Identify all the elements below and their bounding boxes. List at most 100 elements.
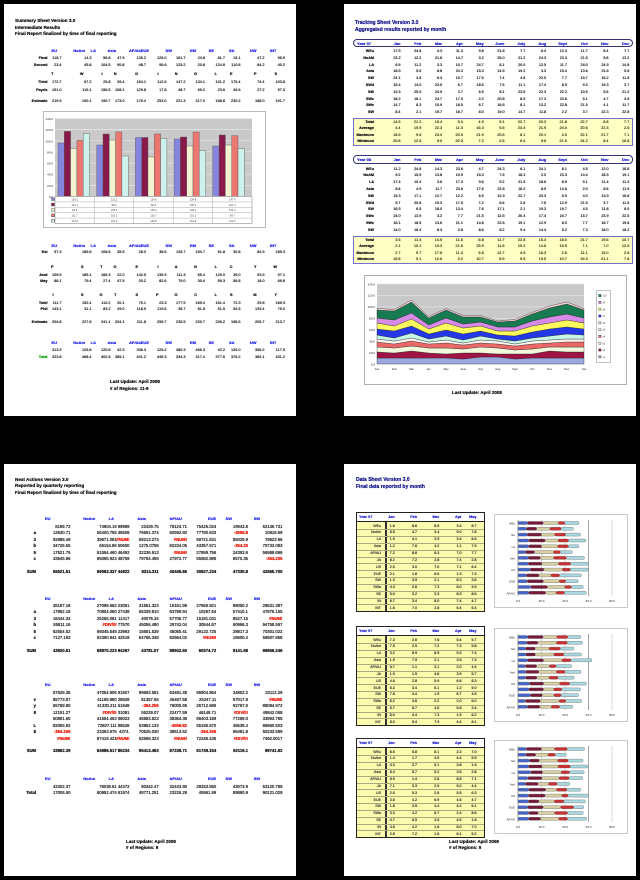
svg-text:80.0: 80.0 [609,713,615,717]
svg-text:60.0: 60.0 [586,599,592,603]
svg-text:Jan: Jan [582,367,587,371]
svg-text:s6: s6 [603,322,606,325]
svg-text:80.0: 80.0 [47,150,53,154]
svg-text:120.0: 120.0 [45,128,53,132]
svg-text:US: US [511,568,515,572]
svg-text:40.0: 40.0 [47,173,53,177]
svg-text:82.6: 82.6 [151,203,157,207]
svg-text:100.0: 100.0 [45,139,53,143]
svg-text:112.0: 112.0 [229,219,236,223]
svg-text:20.0: 20.0 [539,599,545,603]
svg-text:LA: LA [512,659,516,663]
svg-text:20.0: 20.0 [369,351,375,355]
svg-text:126.8: 126.8 [150,219,157,223]
svg-text:Oct: Oct [530,367,535,371]
svg-text:80.0: 80.0 [609,825,615,829]
svg-text:NA: NA [511,533,515,537]
svg-text:101.4: 101.4 [229,203,236,207]
svg-text:LA: LA [512,771,516,775]
svg-text:s2: s2 [603,349,606,352]
svg-text:Apr: Apr [427,367,431,371]
svg-text:Nov: Nov [547,367,553,371]
svg-text:132.4: 132.4 [229,208,236,212]
svg-text:s1: s1 [603,356,606,359]
svg-text:140.0: 140.0 [45,117,53,121]
svg-text:s5: s5 [603,329,606,332]
svg-text:AsA: AsA [510,556,515,560]
svg-text:80.0: 80.0 [609,599,615,603]
svg-text:s9: s9 [603,302,606,305]
svg-text:124.9: 124.9 [71,219,78,223]
svg-text:0.0: 0.0 [516,713,521,717]
svg-text:s8: s8 [603,308,606,311]
svg-text:100.0: 100.0 [367,305,375,309]
svg-text:AsA: AsA [510,670,515,674]
svg-text:AP/AU: AP/AU [507,591,515,595]
svg-text:151.8: 151.8 [190,219,197,223]
svg-text:s3: s3 [603,342,606,345]
svg-text:LA: LA [512,545,516,549]
svg-text:June: June [460,367,467,371]
svg-text:s4: s4 [603,336,606,339]
svg-text:159.2: 159.2 [71,197,78,201]
svg-text:147.4: 147.4 [229,197,236,201]
svg-text:105.2: 105.2 [190,203,197,207]
svg-text:Jan: Jan [375,367,380,371]
svg-text:60.0: 60.0 [586,825,592,829]
svg-text:EUE: EUE [509,694,515,698]
svg-text:US: US [511,682,515,686]
svg-text:99.7: 99.7 [230,214,236,218]
svg-text:NA: NA [511,759,515,763]
svg-text:July: July [478,367,484,371]
svg-text:s10: s10 [603,295,608,298]
svg-text:WEu: WEu [509,522,516,526]
svg-text:40.0: 40.0 [562,599,568,603]
svg-text:140.0: 140.0 [367,282,375,286]
svg-text:150.1: 150.1 [150,208,157,212]
svg-text:60.0: 60.0 [586,713,592,717]
svg-text:WEu: WEu [509,636,516,640]
svg-text:s7: s7 [603,315,606,318]
svg-text:101.2: 101.2 [190,214,197,218]
svg-text:60.0: 60.0 [369,328,375,332]
svg-text:101.0: 101.0 [111,219,118,223]
svg-text:155.4: 155.4 [111,208,118,212]
svg-text:60.0: 60.0 [47,162,53,166]
svg-text:116.7: 116.7 [150,214,157,218]
svg-text:124.6: 124.6 [150,197,157,201]
svg-text:98.3: 98.3 [112,203,118,207]
svg-text:NA: NA [511,647,515,651]
svg-text:Aug: Aug [495,367,500,371]
svg-text:AsA: AsA [510,782,515,786]
svg-text:WEu: WEu [509,748,516,752]
svg-text:40.0: 40.0 [369,339,375,343]
svg-text:EUE: EUE [509,580,515,584]
svg-text:142.1: 142.1 [71,203,78,207]
svg-text:Mar: Mar [409,367,414,371]
svg-text:AP/AU: AP/AU [507,705,515,709]
svg-text:20.0: 20.0 [539,713,545,717]
svg-text:0.0: 0.0 [49,195,54,199]
svg-text:40.0: 40.0 [562,713,568,717]
svg-text:20.0: 20.0 [539,825,545,829]
svg-text:153.2: 153.2 [111,214,118,218]
svg-text:105.2: 105.2 [190,208,197,212]
svg-text:Sept: Sept [512,367,518,371]
svg-text:0.0: 0.0 [371,362,376,366]
svg-text:80.0: 80.0 [369,317,375,321]
svg-text:111.7: 111.7 [72,214,79,218]
svg-text:May: May [443,367,449,371]
svg-text:0.0: 0.0 [516,599,521,603]
svg-text:EUE: EUE [509,806,515,810]
svg-text:Feb: Feb [392,367,397,371]
svg-text:131.2: 131.2 [111,197,118,201]
svg-text:US: US [511,794,515,798]
svg-text:Dec: Dec [564,367,570,371]
svg-text:40.0: 40.0 [562,825,568,829]
svg-text:120.0: 120.0 [367,294,375,298]
svg-text:134.8: 134.8 [190,197,197,201]
svg-text:20.0: 20.0 [47,184,53,188]
svg-text:96.9: 96.9 [72,208,78,212]
svg-text:AP/AU: AP/AU [507,817,515,821]
svg-text:0.0: 0.0 [516,825,521,829]
